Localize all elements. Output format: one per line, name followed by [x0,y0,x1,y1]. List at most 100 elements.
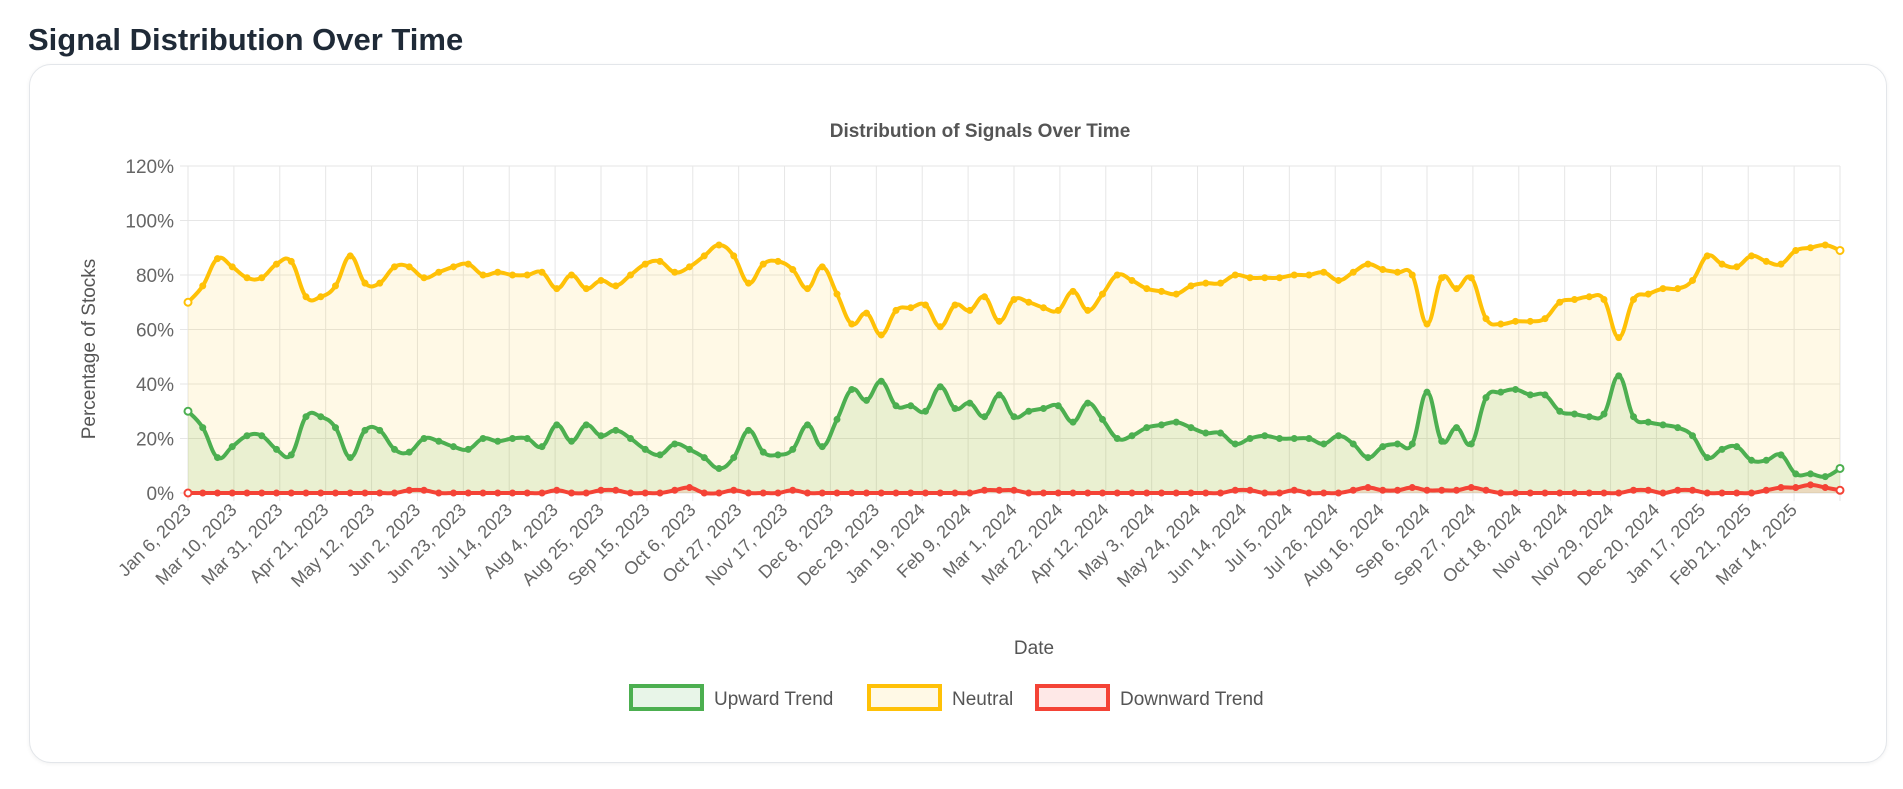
downward-point[interactable] [745,489,752,497]
upward-point[interactable] [376,426,384,434]
upward-point[interactable] [1349,440,1357,448]
downward-point[interactable] [1821,484,1829,492]
neutral-point[interactable] [1040,304,1047,312]
downward-point[interactable] [450,489,457,497]
downward-point[interactable] [273,489,280,497]
neutral-point[interactable] [228,263,236,271]
upward-point[interactable] [361,426,369,434]
neutral-point[interactable] [509,271,516,279]
upward-point[interactable] [1585,413,1593,421]
downward-point[interactable] [730,486,738,494]
upward-point[interactable] [302,413,310,421]
downward-point[interactable] [1748,489,1755,497]
upward-point[interactable] [789,445,797,453]
upward-point[interactable] [1674,424,1682,432]
downward-point[interactable] [1733,489,1741,497]
neutral-point[interactable] [1010,296,1018,304]
neutral-point[interactable] [1674,285,1682,293]
neutral-point[interactable] [641,260,649,268]
neutral-point[interactable] [1733,263,1741,271]
upward-point[interactable] [1733,443,1741,451]
neutral-point[interactable] [627,271,634,279]
neutral-point[interactable] [1069,287,1077,295]
neutral-point[interactable] [759,260,767,268]
downward-point[interactable] [420,486,428,494]
neutral-point[interactable] [287,257,295,265]
downward-point[interactable] [936,489,944,497]
upward-point[interactable] [1835,463,1845,473]
neutral-point[interactable] [1379,266,1387,274]
upward-point[interactable] [1526,391,1534,399]
downward-point[interactable] [199,489,207,497]
upward-point[interactable] [1261,432,1269,440]
neutral-point[interactable] [774,257,782,265]
neutral-point[interactable] [1113,271,1121,279]
legend-item-upward[interactable]: Upward Trend [629,684,833,711]
neutral-point[interactable] [494,268,502,276]
neutral-point[interactable] [391,263,398,271]
neutral-point[interactable] [700,252,708,260]
downward-point[interactable] [1231,486,1239,494]
downward-point[interactable] [1217,489,1224,497]
upward-point[interactable] [1467,440,1475,448]
downward-point[interactable] [361,489,369,497]
neutral-point[interactable] [1659,285,1667,293]
upward-point[interactable] [922,407,929,415]
upward-point[interactable] [627,435,634,442]
upward-point[interactable] [582,421,590,429]
neutral-point[interactable] [981,293,988,301]
neutral-point[interactable] [1290,271,1298,279]
upward-point[interactable] [1084,399,1092,407]
downward-point[interactable] [1644,486,1652,494]
upward-point[interactable] [243,432,251,440]
neutral-point[interactable] [951,301,959,309]
neutral-point[interactable] [1630,296,1637,304]
upward-point[interactable] [1792,470,1800,478]
downward-point[interactable] [951,489,959,497]
neutral-point[interactable] [1585,293,1593,301]
upward-point[interactable] [405,448,413,456]
neutral-point[interactable] [1187,282,1195,290]
upward-point[interactable] [686,445,693,453]
neutral-point[interactable] [302,293,310,301]
neutral-point[interactable] [1482,315,1490,323]
upward-point[interactable] [730,454,738,462]
downward-point[interactable] [1526,489,1534,497]
upward-point[interactable] [1040,405,1047,413]
neutral-point[interactable] [804,285,811,293]
downward-point[interactable] [494,489,502,497]
downward-point[interactable] [1099,489,1106,497]
downward-point[interactable] [317,489,325,497]
neutral-point[interactable] [1453,285,1460,293]
neutral-point[interactable] [1821,241,1829,249]
neutral-point[interactable] [1202,279,1210,287]
upward-point[interactable] [995,391,1003,399]
downward-point[interactable] [1394,486,1401,494]
neutral-point[interactable] [656,257,664,265]
neutral-point[interactable] [1217,279,1224,287]
upward-point[interactable] [1276,435,1283,442]
downward-point[interactable] [1084,489,1092,497]
upward-point[interactable] [553,421,561,429]
downward-point[interactable] [1556,489,1564,497]
neutral-point[interactable] [1689,276,1696,284]
neutral-point[interactable] [833,290,841,298]
neutral-point[interactable] [1497,320,1505,328]
neutral-point[interactable] [597,276,605,284]
neutral-point[interactable] [1335,276,1342,284]
neutral-point[interactable] [1541,315,1549,323]
upward-point[interactable] [1408,440,1416,448]
neutral-point[interactable] [479,271,487,279]
upward-point[interactable] [214,454,221,462]
neutral-point[interactable] [922,301,929,309]
upward-point[interactable] [464,445,472,453]
neutral-point[interactable] [1408,271,1416,279]
upward-point[interactable] [597,432,605,440]
neutral-point[interactable] [1526,317,1534,325]
neutral-point[interactable] [892,306,900,314]
downward-point[interactable] [1158,489,1165,497]
neutral-point[interactable] [1364,260,1372,268]
upward-point[interactable] [1069,418,1077,426]
downward-point[interactable] [1600,489,1608,497]
upward-point[interactable] [1571,410,1578,418]
